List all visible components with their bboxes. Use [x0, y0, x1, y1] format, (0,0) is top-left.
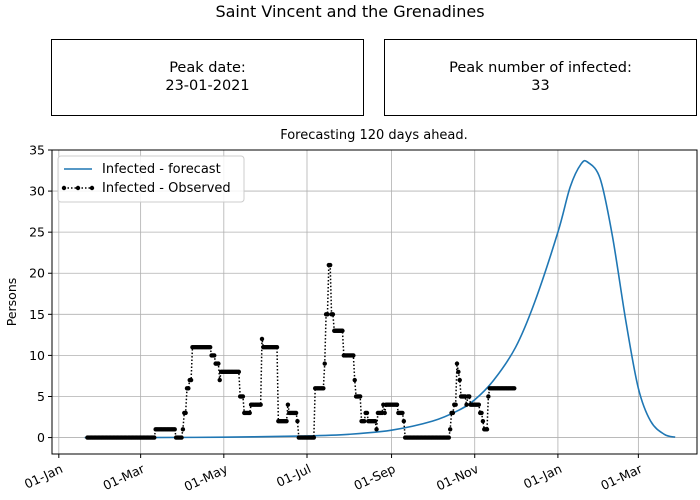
- observed-point: [394, 402, 400, 407]
- observed-point: [340, 328, 345, 333]
- observed-point: [447, 427, 453, 432]
- y-tick-label: 10: [29, 348, 45, 363]
- observed-point: [479, 410, 484, 416]
- forecast-line: [84, 159, 676, 439]
- observed-point: [240, 394, 246, 399]
- peak-infected-box: Peak number of infected: 33: [384, 39, 697, 116]
- observed-point: [311, 435, 317, 440]
- observed-point: [352, 377, 357, 383]
- observed-point: [188, 377, 194, 383]
- x-tick-label: 01-Nov: [434, 461, 481, 494]
- observed-point: [450, 410, 456, 416]
- y-tick-label: 30: [29, 184, 45, 199]
- y-tick-label: 0: [37, 430, 45, 445]
- x-tick-label: 01-Mar: [101, 461, 148, 494]
- x-tick-label: 01-Jan: [22, 461, 65, 492]
- legend-forecast-label: Infected - forecast: [102, 162, 221, 177]
- observed-point: [295, 418, 300, 424]
- observed-point: [179, 435, 184, 440]
- observed-point: [374, 427, 379, 432]
- legend-observed-marker: [61, 185, 67, 191]
- legend: Infected - forecast Infected - Observed: [57, 155, 245, 203]
- observed-point: [180, 427, 186, 432]
- x-tick-label: 01-Jul: [274, 461, 313, 490]
- observed-point: [217, 377, 222, 383]
- observed-point: [247, 410, 252, 416]
- observed-point: [236, 369, 242, 375]
- observed-point: [453, 402, 458, 407]
- legend-box: [57, 155, 245, 203]
- plot-frame: [51, 149, 698, 455]
- observed-point: [456, 369, 461, 375]
- observed-point: [362, 418, 367, 424]
- series-lines: [84, 159, 676, 440]
- observed-point: [330, 312, 336, 317]
- observed-point: [152, 435, 157, 440]
- observed-point: [325, 312, 330, 317]
- peak-infected-label: Peak number of infected:: [449, 60, 632, 76]
- observed-point: [216, 361, 221, 366]
- observed-point: [284, 418, 289, 424]
- observed-point: [454, 361, 460, 366]
- x-tick-label: 01-Sep: [351, 461, 397, 493]
- observed-point: [285, 402, 291, 407]
- observed-point: [364, 410, 370, 416]
- observed-point: [327, 262, 333, 268]
- observed-markers: [85, 262, 517, 440]
- observed-point: [207, 344, 213, 350]
- x-tick-label: 01-Jan: [521, 461, 564, 492]
- chart-title: Saint Vincent and the Grenadines: [215, 2, 485, 21]
- legend-observed-label: Infected - Observed: [102, 181, 231, 196]
- y-tick-label: 15: [29, 307, 45, 322]
- x-tick-label: 01-May: [182, 461, 231, 494]
- observed-point: [464, 402, 469, 407]
- y-axis-label: Persons: [4, 278, 19, 327]
- y-tick-label: 35: [29, 143, 45, 158]
- observed-point: [401, 418, 407, 424]
- observed-point: [212, 353, 217, 358]
- observed-point: [172, 427, 177, 432]
- y-tick-label: 25: [29, 225, 45, 240]
- observed-point: [484, 427, 490, 432]
- plot-subtitle: Forecasting 120 days ahead.: [280, 128, 468, 143]
- observed-point: [351, 353, 356, 358]
- legend-observed-marker: [89, 185, 95, 191]
- observed-point: [372, 418, 378, 424]
- observed-point: [258, 402, 263, 407]
- peak-date-value: 23-01-2021: [165, 78, 250, 94]
- y-tick-label: 20: [29, 266, 45, 281]
- observed-point: [467, 394, 472, 399]
- peak-infected-value: 33: [531, 78, 550, 94]
- observed-point: [382, 410, 387, 416]
- legend-observed-marker: [75, 185, 81, 191]
- observed-point: [476, 402, 482, 407]
- observed-point: [400, 410, 405, 416]
- observed-point: [259, 336, 265, 342]
- y-tick-label: 5: [37, 389, 45, 404]
- observed-point: [457, 377, 462, 383]
- observed-point: [446, 435, 452, 440]
- observed-point: [512, 386, 517, 391]
- observed-point: [274, 344, 280, 350]
- peak-date-label: Peak date:: [169, 60, 246, 76]
- observed-point: [322, 361, 327, 366]
- observed-point: [183, 410, 188, 416]
- observed-point: [321, 386, 326, 391]
- observed-point: [486, 394, 491, 399]
- observed-point: [357, 394, 363, 399]
- observed-point: [293, 410, 299, 416]
- observed-point: [186, 386, 191, 391]
- observed-point: [480, 418, 486, 424]
- peak-date-box: Peak date: 23-01-2021: [51, 39, 364, 116]
- x-tick-label: 01-Mar: [598, 461, 645, 494]
